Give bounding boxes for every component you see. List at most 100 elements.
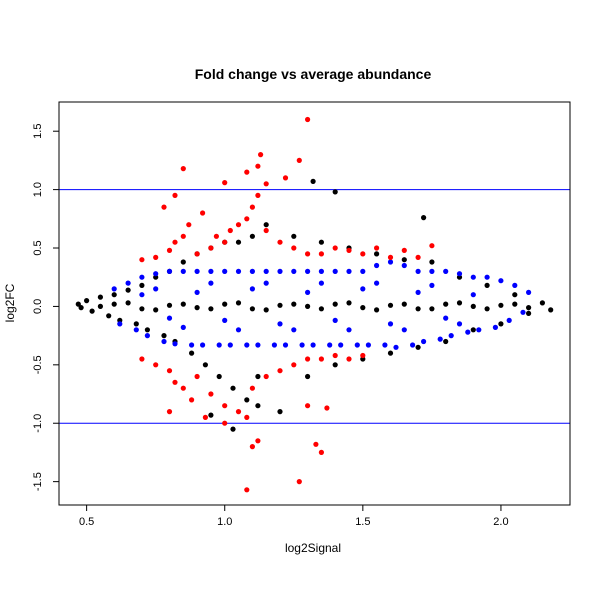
point-s2-64 [324,405,330,411]
point-s2-56 [346,356,352,362]
point-s1-3 [133,327,139,333]
point-s2-6 [194,251,200,257]
point-s2-70 [172,192,178,198]
point-s0-39 [415,344,421,350]
point-s0-63 [305,303,311,309]
point-s2-0 [139,257,145,263]
point-s2-46 [222,403,228,409]
point-s0-75 [180,301,186,307]
point-s2-40 [166,368,173,374]
point-s0-58 [166,302,173,308]
point-s2-19 [305,251,311,257]
point-s2-5 [186,222,192,228]
y-axis: -1.5 -1.0 -0.5 0.0 0.5 1.0 1.5 [32,124,60,491]
point-s1-54 [484,274,490,280]
point-s1-11 [189,342,195,348]
point-s1-62 [166,315,173,321]
y-tick-label-5: 1.0 [32,182,44,197]
point-s0-17 [189,350,195,356]
point-s2-37 [222,180,228,186]
point-s2-34 [255,163,261,169]
point-s1-38 [374,262,380,269]
point-s0-56 [111,301,117,307]
point-s0-49 [548,307,554,313]
point-s0-9 [133,321,139,327]
point-s0-33 [332,362,338,368]
point-s2-44 [194,373,200,380]
point-s0-65 [360,305,366,311]
point-s1-74 [153,286,159,292]
point-s2-57 [360,352,366,359]
point-s0-48 [539,300,546,306]
point-s0-26 [249,233,255,239]
point-s1-78 [263,280,269,286]
point-s1-66 [277,321,283,327]
point-s1-19 [244,342,250,348]
point-s1-17 [227,342,233,348]
point-s0-25 [244,397,250,403]
point-s0-36 [374,251,380,257]
point-s1-82 [374,280,380,286]
point-s0-6 [111,292,117,298]
point-s1-36 [360,268,366,274]
point-s2-8 [208,245,214,251]
point-s1-8 [166,268,173,274]
point-s2-65 [166,409,173,415]
point-s0-43 [470,327,476,333]
point-s0-77 [235,300,242,306]
point-s2-67 [202,414,208,420]
point-s0-31 [305,373,311,380]
point-s1-33 [338,342,344,348]
point-s0-78 [263,307,269,313]
x-tick-label-1: 1.0 [217,516,232,528]
point-s0-16 [180,259,186,265]
y-tick-label-2: -0.5 [32,355,44,374]
point-s1-1 [117,321,123,327]
y-tick-label-6: 1.5 [32,124,44,139]
point-s2-47 [235,409,242,415]
point-s0-71 [526,305,532,311]
point-s2-11 [227,227,233,234]
point-s0-2 [84,298,90,304]
point-s1-41 [393,344,399,350]
point-s1-31 [327,342,333,348]
point-s2-28 [429,243,435,249]
x-tick-label-2: 1.5 [355,516,370,528]
point-s2-15 [255,192,261,198]
point-s1-80 [318,280,324,286]
point-s0-86 [484,306,490,312]
point-s1-18 [235,268,242,274]
point-s2-35 [244,169,250,175]
point-s1-44 [415,268,421,274]
point-s1-60 [526,289,532,295]
point-s2-54 [318,356,324,362]
point-s1-37 [365,342,371,348]
point-s1-51 [465,329,471,335]
point-s1-81 [346,327,352,333]
point-s1-23 [271,342,277,348]
point-s2-51 [277,368,283,374]
point-s1-45 [421,338,427,345]
point-s1-84 [429,282,435,288]
point-s2-7 [200,210,206,216]
point-s1-69 [360,286,366,292]
point-s2-48 [244,414,250,420]
point-s0-5 [106,313,112,319]
y-axis-label: log2FC [3,283,17,322]
point-s2-17 [277,239,283,245]
point-s1-79 [291,327,297,333]
point-s1-39 [382,342,388,348]
point-s2-68 [222,420,228,426]
point-s2-29 [305,116,311,123]
point-s0-81 [346,300,352,306]
reference-lines [59,189,570,424]
point-s0-52 [421,215,427,221]
point-s0-19 [202,362,208,368]
point-s0-74 [153,307,159,313]
point-s0-30 [291,233,297,239]
point-s1-6 [153,271,159,277]
point-s1-5 [144,333,150,339]
point-s0-37 [387,350,394,356]
point-s0-85 [456,300,463,306]
point-s2-27 [415,254,421,260]
